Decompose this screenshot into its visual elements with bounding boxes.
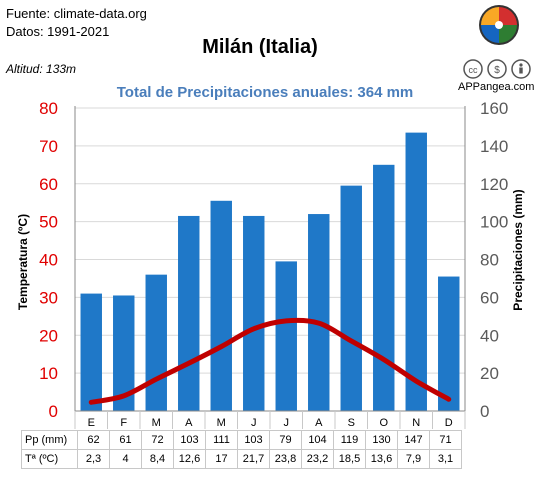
temperature-cell: 8,4 [141,449,174,469]
temperature-cell: 2,3 [77,449,110,469]
precipitation-cell: 147 [397,430,430,450]
bars-series [80,132,460,411]
chart-title: Total de Precipitaciones anuales: 364 mm [117,84,414,101]
left-tick-label: 10 [39,364,58,383]
precipitation-bar [113,295,135,411]
right-tick-label: 60 [480,288,499,307]
category-label: A [315,417,323,429]
brand-label: APPangea.com [458,81,535,93]
category-label: M [152,417,161,429]
left-tick-label: 70 [39,137,58,156]
right-axis-ticks: 0 20 40 60 80 100 120 140 160 [480,99,508,421]
precipitation-cell: 72 [141,430,174,450]
left-tick-label: 60 [39,175,58,194]
svg-text:$: $ [494,65,500,76]
left-tick-label: 50 [39,213,58,232]
right-tick-label: 0 [480,402,489,421]
category-label: E [88,417,95,429]
precipitation-bar [340,185,362,411]
right-tick-label: 160 [480,99,508,118]
temperature-cell: 23,8 [269,449,302,469]
right-tick-label: 100 [480,213,508,232]
precipitation-cell: 71 [429,430,462,450]
data-table: Pp (mm) 62 61 72 103 111 103 79 104 119 130 147 71 … [21,430,462,469]
temperature-cell: 18,5 [333,449,366,469]
category-label: M [217,417,226,429]
precipitation-bar [405,132,427,411]
temperature-cell: 23,2 [301,449,334,469]
left-tick-label: 0 [49,402,58,421]
left-tick-label: 20 [39,326,58,345]
row-header: Pp (mm) [21,430,78,450]
temperature-cell: 3,1 [429,449,462,469]
temperature-row: Tª (ºC) 2,3 4 8,4 12,6 17 21,7 23,8 23,2 18,5 13,… [21,449,462,469]
temperature-cell: 12,6 [173,449,206,469]
category-label: N [412,417,420,429]
precipitation-cell: 61 [109,430,142,450]
right-tick-label: 40 [480,326,499,345]
category-label: D [445,417,453,429]
temperature-line [88,317,452,405]
right-tick-label: 20 [480,364,499,383]
temperature-cell: 17 [205,449,238,469]
right-tick-label: 80 [480,251,499,270]
precipitation-cell: 111 [205,430,238,450]
temperature-cell: 7,9 [397,449,430,469]
left-tick-label: 80 [39,99,58,118]
category-label: A [185,417,193,429]
precipitation-cell: 130 [365,430,398,450]
precipitation-bar [178,215,200,411]
left-tick-label: 40 [39,251,58,270]
altitude-label: Altitud: 133m [6,62,77,76]
precipitation-bar [145,274,167,411]
precipitation-cell: 119 [333,430,366,450]
precipitation-bar [308,214,330,411]
precipitation-bar [210,200,232,411]
page-title: Milán (Italia) [202,36,318,58]
precipitation-bar [438,276,460,411]
precipitation-cell: 79 [269,430,302,450]
category-label: S [348,417,355,429]
precipitation-cell: 103 [237,430,270,450]
temperature-cell: 4 [109,449,142,469]
y-axis-label: Temperatura (ºC) [16,214,30,310]
category-label: J [284,417,290,429]
precipitation-bar [275,261,297,411]
precipitation-cell: 62 [77,430,110,450]
precipitation-bar [80,293,102,411]
puzzle-logo-icon [479,5,519,45]
temperature-cell: 13,6 [365,449,398,469]
precipitation-cell: 104 [301,430,334,450]
source-label: Fuente: climate-data.org [6,6,147,21]
row-header: Tª (ºC) [21,449,78,469]
left-axis-ticks: 0 10 20 30 40 50 60 70 80 [39,99,58,421]
category-label: F [120,417,127,429]
precipitation-bar [243,215,265,411]
right-tick-label: 140 [480,137,508,156]
precipitation-bar [373,164,395,411]
precipitation-row: Pp (mm) 62 61 72 103 111 103 79 104 119 130 147 71 [21,430,462,450]
category-label: J [251,417,257,429]
y2-axis-label: Precipitaciones (mm) [511,189,525,310]
precipitation-cell: 103 [173,430,206,450]
left-tick-label: 30 [39,288,58,307]
climate-chart: Total de Precipitaciones anuales: 364 mm… [16,84,525,429]
category-label: O [379,417,388,429]
temperature-cell: 21,7 [237,449,270,469]
cc-license-icon: cc $ [463,59,531,79]
right-tick-label: 120 [480,175,508,194]
svg-text:cc: cc [469,65,479,75]
years-label: Datos: 1991-2021 [6,24,110,39]
